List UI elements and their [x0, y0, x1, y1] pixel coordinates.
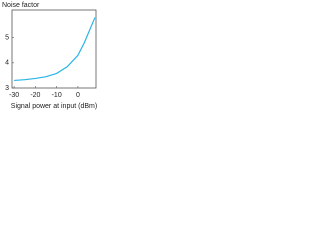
x-tick-label: -10	[52, 92, 62, 99]
plot-frame	[11, 9, 97, 89]
y-tick-label: 3	[5, 85, 9, 92]
x-axis-label: Signal power at input (dBm)	[11, 103, 97, 110]
x-tick-label: 0	[76, 92, 80, 99]
x-tick-label: -30	[9, 92, 19, 99]
y-axis-label: Noise factor	[2, 2, 40, 9]
y-tick-label: 5	[5, 35, 9, 42]
y-tick-label: 4	[5, 60, 9, 67]
line	[14, 17, 96, 82]
x-tick-label: -20	[30, 92, 40, 99]
chart: Noise factor Signal power at input (dBm)…	[2, 2, 97, 110]
